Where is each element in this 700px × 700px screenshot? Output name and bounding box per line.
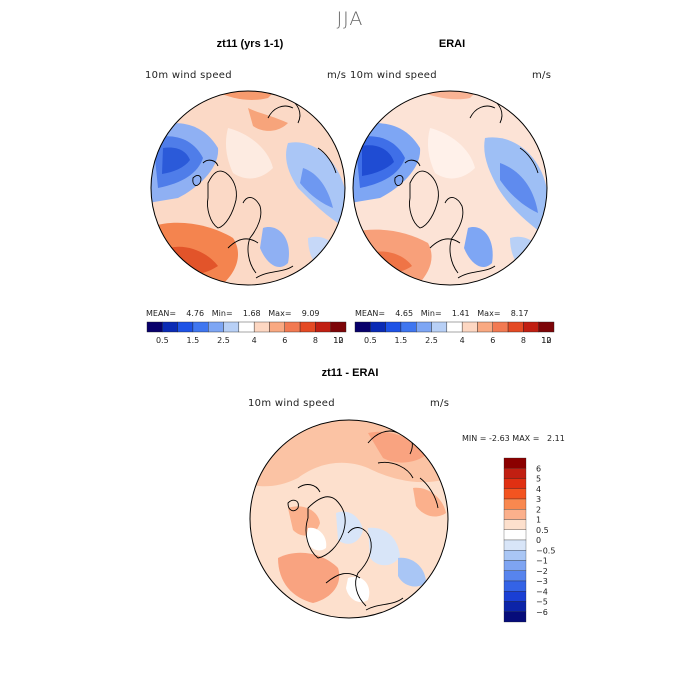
colorbar-tick-label: 5 xyxy=(536,475,541,484)
colorbar-tick-label: 0.5 xyxy=(536,526,549,535)
model-panel-title: zt11 (yrs 1-1) xyxy=(216,38,284,50)
colorbar-tick-label: 12 xyxy=(333,336,343,345)
colorbar-tick-label: 0 xyxy=(536,536,541,545)
colorbar-tick-label: −0.5 xyxy=(536,546,555,555)
colorbar-tick-label: 6 xyxy=(536,464,541,473)
figure-title: JJA xyxy=(336,8,364,30)
colorbar-tick-label: 4 xyxy=(536,485,541,494)
colorbar-swatch xyxy=(477,321,493,333)
obs-polar-map xyxy=(352,90,548,286)
colorbar-swatch xyxy=(503,611,527,623)
colorbar-swatch xyxy=(507,321,524,333)
model-stats: MEAN= 4.76 Min= 1.68 Max= 9.09 xyxy=(146,309,320,318)
colorbar-tick-label: −5 xyxy=(536,598,548,607)
colorbar-swatch xyxy=(416,321,432,333)
colorbar-tick-label: 3 xyxy=(536,495,541,504)
colorbar-tick-label: 10 xyxy=(541,336,551,345)
colorbar-swatch xyxy=(385,321,402,333)
colorbar-tick-label: −1 xyxy=(536,557,548,566)
colorbar-swatch xyxy=(503,570,527,582)
diff-panel-title: zt11 - ERAI xyxy=(321,367,379,379)
colorbar-swatch xyxy=(354,321,371,333)
colorbar-swatch xyxy=(503,519,527,530)
colorbar-swatch xyxy=(503,560,527,571)
colorbar-tick-label: −2 xyxy=(536,567,548,576)
colorbar-tick-label: 10 xyxy=(333,336,343,345)
colorbar-swatch xyxy=(503,550,527,561)
colorbar-swatch xyxy=(503,478,527,489)
colorbar-tick-label: 0.5 xyxy=(364,336,377,345)
colorbar-swatch xyxy=(223,321,240,333)
obs-units-label: m/s xyxy=(532,70,552,81)
obs-panel-title: ERAI xyxy=(438,38,466,50)
diff-units-label: m/s xyxy=(430,398,450,409)
colorbar-tick-label: 1 xyxy=(536,516,541,525)
colorbar-swatch xyxy=(503,498,527,510)
colorbar-swatch xyxy=(461,321,478,333)
colorbar-swatch xyxy=(503,580,527,592)
colorbar-swatch xyxy=(503,601,527,612)
colorbar-swatch xyxy=(192,321,209,333)
colorbar-swatch xyxy=(503,468,527,479)
colorbar-tick-label: 6 xyxy=(490,336,495,345)
colorbar-tick-label: −3 xyxy=(536,577,548,586)
obs-stats: MEAN= 4.65 Min= 1.41 Max= 8.17 xyxy=(355,309,529,318)
colorbar-swatch xyxy=(162,321,178,333)
colorbar-swatch xyxy=(503,539,527,551)
colorbar-swatch xyxy=(253,321,270,333)
colorbar-tick-label: 4 xyxy=(252,336,257,345)
colorbar-tick-label: 0.5 xyxy=(156,336,169,345)
diff-variable-label: 10m wind speed xyxy=(248,398,335,409)
diff-stats: MIN = -2.63 MAX = 2.11 xyxy=(462,434,565,443)
colorbar-tick-label: 1.5 xyxy=(187,336,200,345)
colorbar-swatch xyxy=(330,321,347,333)
colorbar-tick-label: 4 xyxy=(460,336,465,345)
colorbar-swatch xyxy=(431,321,448,333)
colorbar-tick-label: 12 xyxy=(541,336,551,345)
colorbar-swatch xyxy=(492,321,509,333)
colorbar-swatch xyxy=(400,321,417,333)
model-variable-label: 10m wind speed xyxy=(145,70,232,81)
colorbar-swatch xyxy=(315,321,331,333)
colorbar-tick-label: 2.5 xyxy=(217,336,230,345)
colorbar-swatch xyxy=(269,321,285,333)
colorbar-tick-label: 6 xyxy=(282,336,287,345)
obs-variable-label: 10m wind speed xyxy=(350,70,437,81)
colorbar-swatch xyxy=(370,321,386,333)
model-polar-map xyxy=(150,90,346,286)
colorbar-swatch xyxy=(503,509,527,520)
colorbar-swatch xyxy=(503,457,527,469)
diff-polar-map xyxy=(249,419,449,619)
colorbar-tick-label: 8 xyxy=(313,336,318,345)
colorbar-tick-label: −4 xyxy=(536,587,548,596)
colorbar-tick-label: −6 xyxy=(536,608,548,617)
colorbar-tick-label: 1.5 xyxy=(395,336,408,345)
colorbar-swatch xyxy=(503,488,527,500)
colorbar-tick-label: 2.5 xyxy=(425,336,438,345)
colorbar-swatch xyxy=(538,321,555,333)
colorbar-swatch xyxy=(238,321,255,333)
colorbar-tick-label: 2 xyxy=(536,505,541,514)
colorbar-swatch xyxy=(446,321,463,333)
colorbar-tick-label: 8 xyxy=(521,336,526,345)
colorbar-swatch xyxy=(503,591,527,602)
colorbar-swatch xyxy=(146,321,163,333)
model-units-label: m/s xyxy=(327,70,347,81)
colorbar-swatch xyxy=(208,321,224,333)
colorbar-swatch xyxy=(284,321,301,333)
colorbar-swatch xyxy=(523,321,539,333)
colorbar-swatch xyxy=(177,321,194,333)
colorbar-swatch xyxy=(503,529,527,541)
colorbar-swatch xyxy=(299,321,316,333)
